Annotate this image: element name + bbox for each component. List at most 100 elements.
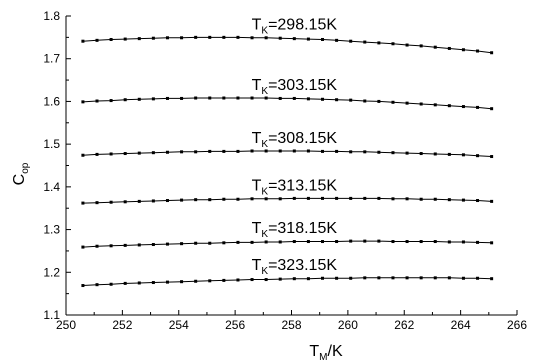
data-point	[377, 150, 381, 154]
data-point	[476, 154, 480, 158]
data-point	[194, 198, 198, 202]
axes: 250 252 254 256 258 260 262 264 266 1.1 1.2 1.3 1.4 1…	[43, 9, 527, 332]
data-point	[95, 244, 99, 248]
data-point	[137, 243, 141, 247]
x-tick-label: 254	[169, 318, 189, 332]
data-point	[109, 244, 113, 248]
data-point	[194, 279, 198, 283]
data-point	[194, 35, 198, 39]
data-point	[461, 153, 465, 157]
data-point	[278, 96, 282, 100]
data-point	[349, 98, 353, 102]
data-point	[377, 196, 381, 200]
data-point	[165, 150, 169, 154]
data-point	[180, 198, 184, 202]
data-point	[490, 155, 494, 159]
data-point	[433, 276, 437, 280]
series-label: TK=303.15K	[252, 77, 338, 97]
data-point	[391, 151, 395, 155]
data-point	[194, 241, 198, 245]
data-point	[278, 277, 282, 281]
y-tick-label: 1.4	[43, 180, 60, 194]
data-point	[306, 149, 310, 153]
series-label: TK=308.15K	[252, 130, 338, 150]
data-point	[109, 37, 113, 41]
data-point	[419, 152, 423, 156]
data-point	[264, 278, 268, 282]
data-point	[250, 36, 254, 40]
data-point	[321, 97, 325, 101]
data-point	[123, 200, 127, 204]
data-point	[447, 240, 451, 244]
data-point	[405, 43, 409, 47]
data-point	[123, 152, 127, 156]
data-point	[151, 36, 155, 40]
data-point	[222, 278, 226, 282]
data-point	[165, 96, 169, 100]
data-point	[81, 39, 85, 43]
data-point	[151, 243, 155, 247]
data-point	[264, 240, 268, 244]
data-point	[208, 149, 212, 153]
data-point	[405, 240, 409, 244]
data-point	[476, 105, 480, 109]
x-tick-label: 264	[451, 318, 471, 332]
data-point	[405, 101, 409, 105]
data-point	[363, 99, 367, 103]
data-point	[222, 197, 226, 201]
data-point	[377, 239, 381, 243]
data-point	[292, 277, 296, 281]
data-point	[278, 36, 282, 40]
data-point	[250, 240, 254, 244]
data-point	[447, 198, 451, 202]
data-point	[278, 240, 282, 244]
data-point	[137, 199, 141, 203]
x-tick-label: 256	[225, 318, 245, 332]
data-point	[137, 37, 141, 41]
data-point	[264, 96, 268, 100]
data-point	[321, 37, 325, 41]
data-point	[335, 149, 339, 153]
data-point	[278, 149, 282, 153]
data-point	[165, 280, 169, 284]
data-point	[81, 245, 85, 249]
data-point	[137, 97, 141, 101]
data-point	[419, 197, 423, 201]
data-point	[222, 96, 226, 100]
data-point	[95, 283, 99, 287]
series-line	[82, 240, 492, 248]
data-point	[292, 96, 296, 100]
data-point	[433, 197, 437, 201]
data-point	[81, 201, 85, 205]
data-point	[264, 197, 268, 201]
series-line	[82, 97, 492, 110]
y-tick-label: 1.7	[43, 52, 60, 66]
data-point	[165, 242, 169, 246]
series-labels: TK=298.15K TK=303.15K TK=308.15K TK=313.15K…	[252, 16, 338, 276]
data-point	[419, 44, 423, 48]
data-point	[95, 152, 99, 156]
data-point	[490, 51, 494, 55]
data-point	[123, 281, 127, 285]
data-point	[349, 276, 353, 280]
x-tick-label: 260	[338, 318, 358, 332]
data-point	[236, 35, 240, 39]
data-point	[433, 240, 437, 244]
y-tick-label: 1.2	[43, 265, 60, 279]
data-point	[349, 39, 353, 43]
data-point	[335, 196, 339, 200]
data-point	[208, 96, 212, 100]
data-point	[391, 197, 395, 201]
data-point	[109, 282, 113, 286]
data-point	[250, 96, 254, 100]
data-point	[363, 196, 367, 200]
data-point	[335, 240, 339, 244]
data-point	[151, 199, 155, 203]
data-point	[95, 99, 99, 103]
series-group	[81, 35, 494, 288]
data-point	[137, 151, 141, 155]
data-point	[476, 199, 480, 203]
data-point	[476, 276, 480, 280]
data-point	[490, 107, 494, 111]
data-point	[208, 35, 212, 39]
